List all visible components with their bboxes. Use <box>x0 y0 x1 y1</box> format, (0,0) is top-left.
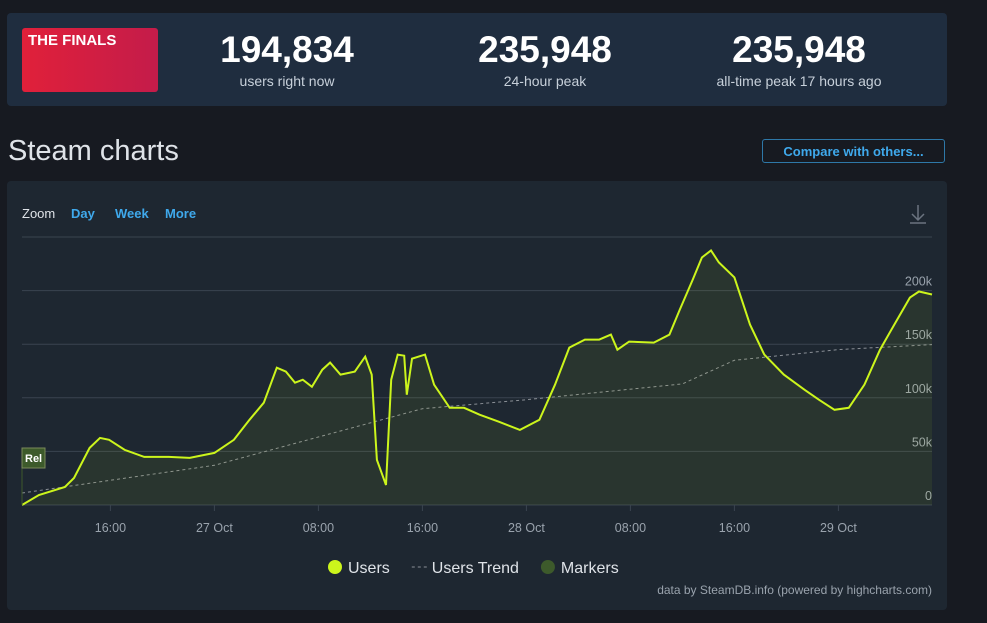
x-tick-label: 29 Oct <box>820 521 857 535</box>
y-tick-label: 150k <box>905 328 933 342</box>
series-area <box>22 250 932 505</box>
legend-label[interactable]: Markers <box>561 560 619 577</box>
stat-value: 235,948 <box>732 29 866 70</box>
y-tick-label: 0 <box>925 489 932 503</box>
legend-symbol <box>328 560 342 574</box>
series-line <box>21 344 933 494</box>
legend-label[interactable]: Users Trend <box>432 560 519 577</box>
stat-label: all-time peak 17 hours ago <box>716 73 882 89</box>
x-tick-label: 16:00 <box>95 521 126 535</box>
legend-label[interactable]: Users <box>348 560 390 577</box>
section-title: Steam charts <box>8 135 179 167</box>
stat-value: 194,834 <box>220 29 354 70</box>
credits: data by SteamDB.info (powered by highcha… <box>657 583 932 597</box>
stat: 235,948 24-hour peak <box>435 29 655 90</box>
x-tick-label: 08:00 <box>303 521 334 535</box>
x-tick-label: 28 Oct <box>508 521 545 535</box>
marker-flag <box>21 447 46 469</box>
stat-label: 24-hour peak <box>503 73 587 89</box>
x-tick-label: 16:00 <box>407 521 438 535</box>
compare-button[interactable]: Compare with others... <box>762 139 945 163</box>
stat-value: 235,948 <box>478 29 612 70</box>
stat-label: users right now <box>239 73 335 89</box>
header: THE FINALS 194,834 users right now 235,94… <box>7 13 947 106</box>
stat: 235,948 all-time peak 17 hours ago <box>689 29 909 90</box>
y-tick-label: 50k <box>912 435 933 449</box>
zoom-label: Zoom <box>22 206 55 221</box>
series-line <box>21 248 933 506</box>
stat: 194,834 users right now <box>177 29 397 90</box>
zoom-option[interactable]: Week <box>115 206 149 221</box>
chart-panel <box>7 181 947 610</box>
legend-symbol <box>540 560 555 574</box>
download-icon[interactable] <box>910 205 926 224</box>
zoom-option[interactable]: More <box>165 206 196 221</box>
marker-label: Rel <box>25 453 42 465</box>
y-tick-label: 100k <box>905 382 933 396</box>
x-tick-label: 08:00 <box>615 521 646 535</box>
game-logo[interactable]: THE FINALS <box>22 28 158 92</box>
x-tick-label: 27 Oct <box>196 521 233 535</box>
zoom-option[interactable]: Day <box>71 206 96 221</box>
x-tick-label: 16:00 <box>719 521 750 535</box>
y-tick-label: 200k <box>905 275 933 289</box>
